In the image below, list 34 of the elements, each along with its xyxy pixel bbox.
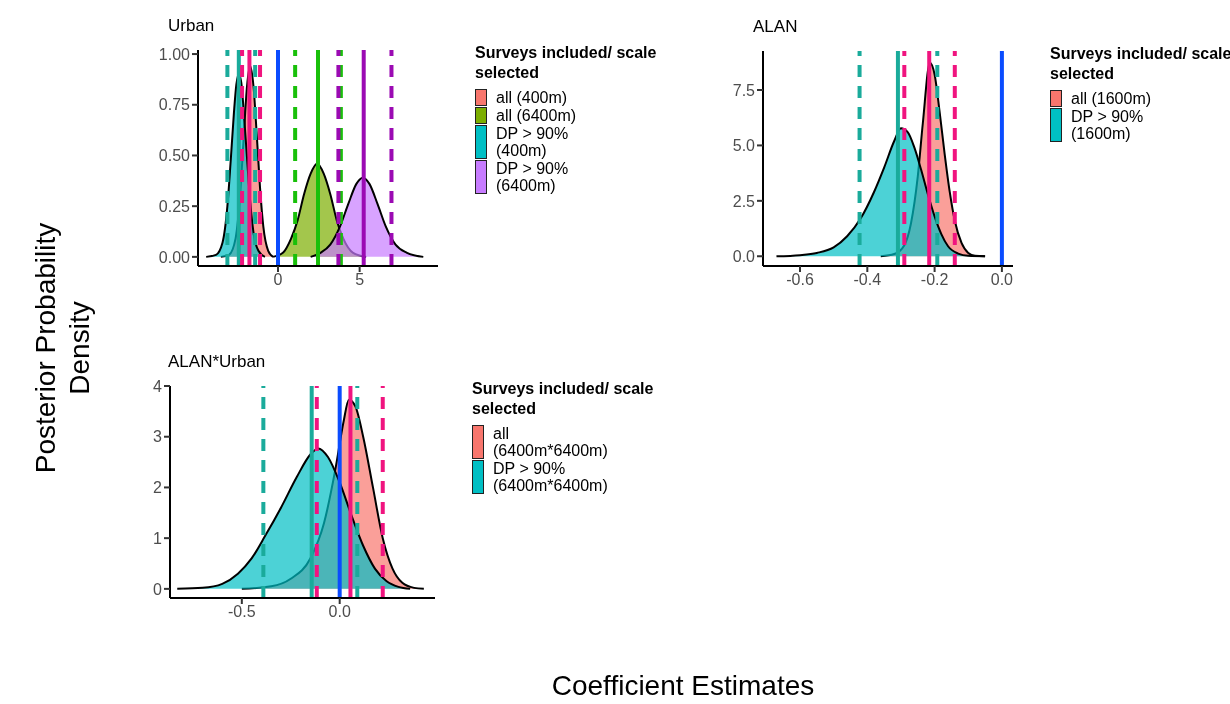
chart-title: ALAN*Urban [167, 351, 267, 373]
x-axis-title: Coefficient Estimates [550, 670, 816, 702]
x-tick-label: 5 [355, 271, 365, 289]
y-tick-label: 0.25 [158, 197, 191, 215]
legend-label: DP > 90% (6400m*6400m) [493, 460, 608, 494]
legend-label: all (6400m) [496, 107, 578, 124]
x-tick-label: -0.6 [786, 271, 814, 289]
y-tick-label: 2 [153, 479, 163, 497]
y-tick-label: 2.5 [732, 192, 756, 210]
y-tick-label: 7.5 [732, 81, 756, 99]
y-tick-label: 0.0 [732, 247, 756, 265]
y-tick-label: 0 [153, 580, 163, 598]
x-tick-label: -0.5 [228, 603, 256, 621]
y-tick-label: 5.0 [732, 137, 756, 155]
y-tick-label: 0.50 [158, 147, 191, 165]
y-axis-title: Posterior Probability Density [29, 221, 96, 476]
y-tick-label: 1 [153, 529, 163, 547]
legend-label: DP > 90% (400m) [496, 125, 570, 159]
y-tick-label: 1.00 [158, 45, 191, 63]
legend-label: DP > 90% (6400m) [496, 160, 570, 194]
legend-label: all (6400m*6400m) [493, 425, 608, 459]
x-tick-label: 0.0 [990, 271, 1014, 289]
y-tick-label: 0.00 [158, 248, 191, 266]
legend-label: all (1600m) [1071, 90, 1153, 107]
legend-label: all (400m) [496, 89, 569, 106]
chart-title: ALAN [752, 16, 799, 38]
x-tick-label: -0.4 [853, 271, 882, 289]
y-tick-label: 4 [153, 377, 163, 395]
y-tick-label: 0.75 [158, 96, 191, 114]
x-tick-label: -0.2 [920, 271, 949, 289]
y-tick-label: 3 [153, 428, 163, 446]
legend-label: DP > 90% (1600m) [1071, 108, 1145, 142]
x-tick-label: 0 [273, 271, 283, 289]
chart-title: Urban [167, 15, 216, 37]
